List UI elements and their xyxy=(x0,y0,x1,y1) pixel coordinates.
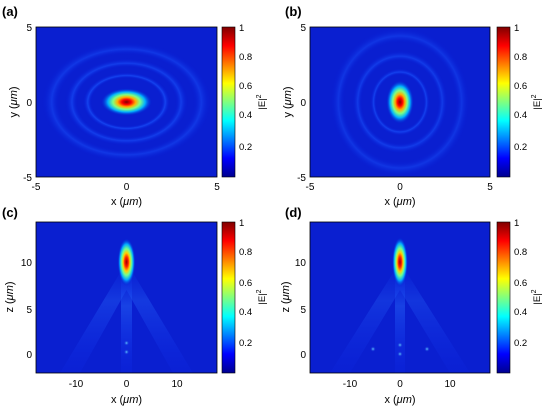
colorbar-tick: 0.6 xyxy=(514,81,527,92)
focal-spot xyxy=(100,88,153,116)
colorbar-tick: 0.4 xyxy=(239,307,252,318)
x-tick-label: -10 xyxy=(343,379,358,390)
x-tick-label: -5 xyxy=(32,182,41,193)
beam-side-lobe xyxy=(400,262,470,373)
y-tick-label: 10 xyxy=(295,258,307,269)
panel-label: (a) xyxy=(2,4,18,19)
x-axis-label: x (μm) xyxy=(111,196,142,208)
x-axis-label: x (μm) xyxy=(384,394,415,406)
colorbar-tick: 0.8 xyxy=(514,52,527,63)
x-tick-label: -10 xyxy=(69,379,84,390)
y-tick-label: 0 xyxy=(300,350,306,361)
colorbar-tick: 0.6 xyxy=(239,81,252,92)
y-tick-label: 0 xyxy=(300,98,306,109)
x-axis-label: x (μm) xyxy=(384,196,415,208)
y-tick-label: 10 xyxy=(21,258,33,269)
y-tick-label: 5 xyxy=(300,305,306,316)
focal-spot xyxy=(117,238,136,286)
axes-frame xyxy=(35,26,218,178)
y-tick-label: 5 xyxy=(26,23,32,34)
focal-spot xyxy=(392,237,408,287)
colorbar-tick: 0.6 xyxy=(239,278,252,289)
beam-axis-glow xyxy=(395,270,405,373)
colorbar-tick: 1 xyxy=(514,23,519,34)
colorbar-gradient xyxy=(496,26,511,178)
x-tick-label: 0 xyxy=(397,379,403,390)
x-tick-label: 10 xyxy=(171,379,183,390)
side-lobe-spot xyxy=(397,351,403,357)
y-tick-label: -5 xyxy=(297,173,306,184)
colorbar-tick: 0.4 xyxy=(239,110,252,121)
y-tick-label: 5 xyxy=(300,23,306,34)
colorbar-tick: 0.2 xyxy=(239,338,252,349)
beam-side-lobe xyxy=(330,262,400,373)
x-tick-label: 0 xyxy=(124,379,130,390)
y-tick-label: 0 xyxy=(26,98,32,109)
colorbar-label: |E|2 xyxy=(256,289,268,304)
colorbar: 1 0.8 0.6 0.4 0.2 |E|2 xyxy=(496,218,543,374)
side-lobe-spot xyxy=(424,346,430,352)
colorbar: 1 0.8 0.6 0.4 0.2 |E|2 xyxy=(496,23,543,178)
colorbar-label: |E|2 xyxy=(256,94,268,109)
colorbar-tick: 1 xyxy=(239,23,244,34)
colorbar-label: |E|2 xyxy=(531,289,543,304)
side-lobe-spot xyxy=(370,346,376,352)
colorbar-gradient xyxy=(221,221,236,374)
colorbar: 1 0.8 0.6 0.4 0.2 |E|2 xyxy=(221,218,268,374)
beam-axis-glow xyxy=(121,270,132,373)
colorbar-tick: 0.8 xyxy=(239,247,252,258)
x-tick-label: 0 xyxy=(397,182,403,193)
colorbar-tick: 0.2 xyxy=(239,142,252,153)
colorbar-tick: 0.8 xyxy=(514,247,527,258)
panel-label: (b) xyxy=(285,4,302,19)
side-lobe-spot xyxy=(123,340,130,346)
side-lobe-spot xyxy=(397,342,403,348)
y-tick-label: 0 xyxy=(26,350,32,361)
colorbar-tick: 0.4 xyxy=(514,307,527,318)
colorbar-tick: 0.6 xyxy=(514,278,527,289)
colorbar-tick: 0.4 xyxy=(514,110,527,121)
colorbar-tick: 0.2 xyxy=(514,142,527,153)
beam-side-lobe xyxy=(126,262,193,373)
beam-side-lobe xyxy=(60,262,127,373)
x-axis-label: x (μm) xyxy=(111,394,142,406)
side-lobe-spot xyxy=(123,349,130,355)
panel-b: (b) 5 0 -5 -5 0 5 x (μm) y (μm) 1 0.8 0.… xyxy=(282,4,543,208)
x-tick-label: 5 xyxy=(214,182,220,193)
panel-label: (c) xyxy=(2,205,18,220)
x-tick-label: 10 xyxy=(444,379,456,390)
panel-label: (d) xyxy=(285,205,302,220)
axes-frame xyxy=(309,221,491,374)
x-tick-label: 0 xyxy=(124,182,130,193)
y-axis-label: y (μm) xyxy=(282,86,294,117)
y-axis-label: y (μm) xyxy=(8,86,20,117)
colorbar-gradient xyxy=(496,221,511,374)
colorbar-label: |E|2 xyxy=(531,94,543,109)
y-tick-label: 5 xyxy=(26,305,32,316)
colorbar-tick: 0.2 xyxy=(514,338,527,349)
colorbar-gradient xyxy=(221,26,236,178)
colorbar-tick: 1 xyxy=(514,218,519,229)
focal-spot xyxy=(386,80,414,124)
panel-a: (a) 5 0 -5 -5 0 5 x (μm) y (μm) 1 0.8 0.… xyxy=(2,4,268,208)
y-tick-label: -5 xyxy=(23,173,32,184)
panel-c: (c) 10 5 0 -10 0 10 x (μm) z (μm) 1 0.8 … xyxy=(2,205,268,406)
y-axis-label: z (μm) xyxy=(4,281,16,312)
panel-d: (d) 10 5 0 -10 0 10 x (μm) z (μm) 1 0.8 … xyxy=(280,205,543,406)
x-tick-label: 5 xyxy=(487,182,493,193)
axes-frame xyxy=(35,221,218,374)
colorbar-tick: 0.8 xyxy=(239,52,252,63)
axes-frame xyxy=(309,26,491,178)
y-axis-label: z (μm) xyxy=(280,281,292,312)
x-tick-label: -5 xyxy=(306,182,315,193)
colorbar: 1 0.8 0.6 0.4 0.2 |E|2 xyxy=(221,23,268,178)
colorbar-tick: 1 xyxy=(239,218,244,229)
